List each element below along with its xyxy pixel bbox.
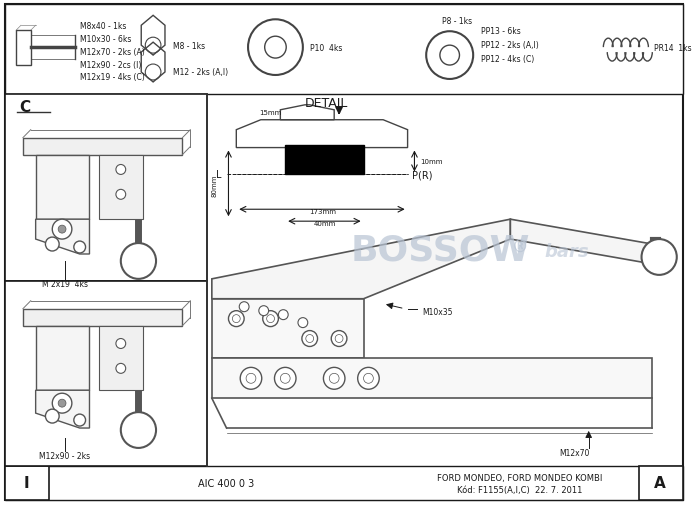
Text: M 2x19  4ks: M 2x19 4ks [42, 280, 88, 289]
Circle shape [146, 38, 161, 54]
Text: 15mm: 15mm [260, 110, 282, 116]
Text: 10mm: 10mm [420, 159, 443, 165]
Polygon shape [212, 299, 363, 359]
Polygon shape [23, 138, 183, 155]
Bar [638, 466, 682, 499]
Text: PR14  1ks: PR14 1ks [654, 43, 692, 53]
Text: M8 - 1ks: M8 - 1ks [173, 41, 205, 51]
Circle shape [331, 331, 347, 347]
Text: I: I [24, 475, 29, 490]
Text: PP12 - 2ks (A,I): PP12 - 2ks (A,I) [481, 40, 539, 49]
Circle shape [279, 310, 288, 320]
Polygon shape [36, 326, 90, 390]
Circle shape [74, 414, 85, 426]
Text: Kód: F1155(A,I,C)  22. 7. 2011: Kód: F1155(A,I,C) 22. 7. 2011 [458, 485, 583, 494]
Text: M12x90 - 2cs (I): M12x90 - 2cs (I) [80, 61, 141, 69]
Polygon shape [36, 390, 90, 428]
Text: M12x90 - 2ks: M12x90 - 2ks [39, 451, 90, 461]
Circle shape [46, 410, 59, 423]
Text: P8 - 1ks: P8 - 1ks [442, 17, 472, 26]
Circle shape [302, 331, 318, 347]
Text: 173mm: 173mm [309, 209, 336, 215]
Text: C: C [19, 100, 30, 115]
Polygon shape [36, 155, 90, 220]
Circle shape [121, 412, 156, 448]
Circle shape [281, 374, 290, 383]
Text: M12x70: M12x70 [559, 448, 589, 458]
Text: M12 - 2ks (A,I): M12 - 2ks (A,I) [173, 68, 228, 77]
Circle shape [265, 37, 286, 59]
Circle shape [121, 243, 156, 279]
Circle shape [116, 190, 126, 200]
Text: bars: bars [545, 242, 589, 261]
Circle shape [298, 318, 308, 328]
Text: M12x19 - 4ks (C): M12x19 - 4ks (C) [80, 73, 144, 82]
Polygon shape [212, 359, 652, 398]
Circle shape [116, 364, 126, 374]
Circle shape [240, 368, 262, 389]
Text: 80mm: 80mm [212, 174, 218, 196]
Polygon shape [23, 309, 183, 326]
Text: M10x30 - 6ks: M10x30 - 6ks [80, 35, 131, 43]
Bar [6, 281, 207, 466]
Circle shape [259, 306, 269, 316]
Text: M8x40 - 1ks: M8x40 - 1ks [80, 22, 126, 31]
Circle shape [146, 65, 161, 81]
Bar [6, 6, 682, 94]
Circle shape [228, 311, 244, 327]
Circle shape [306, 335, 314, 343]
Bar [6, 466, 50, 499]
Text: M12x70 - 2ks (A): M12x70 - 2ks (A) [80, 47, 144, 57]
Text: BOSSOW: BOSSOW [350, 233, 530, 267]
Polygon shape [510, 220, 652, 265]
Circle shape [116, 339, 126, 349]
Text: P10  4ks: P10 4ks [309, 43, 342, 53]
Bar [6, 94, 207, 281]
Circle shape [246, 374, 256, 383]
Circle shape [74, 241, 85, 254]
Polygon shape [99, 155, 144, 220]
Circle shape [116, 165, 126, 175]
Circle shape [232, 315, 240, 323]
Circle shape [335, 335, 343, 343]
Circle shape [440, 46, 459, 66]
Circle shape [274, 368, 296, 389]
Text: DETAIL: DETAIL [304, 97, 348, 110]
Circle shape [262, 311, 279, 327]
Circle shape [239, 302, 249, 312]
Polygon shape [99, 326, 144, 390]
Text: 40mm: 40mm [313, 221, 335, 227]
Circle shape [426, 32, 473, 80]
Bar [6, 466, 682, 499]
Text: AIC 400 0 3: AIC 400 0 3 [198, 478, 255, 488]
Text: M10x35: M10x35 [422, 308, 453, 317]
Circle shape [323, 368, 345, 389]
Circle shape [641, 239, 677, 275]
Polygon shape [212, 220, 510, 299]
Text: L: L [216, 170, 221, 180]
Circle shape [52, 393, 72, 413]
Circle shape [358, 368, 379, 389]
Text: PP12 - 4ks (C): PP12 - 4ks (C) [481, 55, 534, 64]
Circle shape [248, 20, 303, 76]
Text: PP13 - 6ks: PP13 - 6ks [481, 27, 521, 36]
Text: P(R): P(R) [412, 170, 433, 180]
Circle shape [329, 374, 339, 383]
Text: A: A [654, 475, 666, 490]
Circle shape [46, 238, 59, 251]
Bar [285, 145, 363, 175]
Circle shape [58, 399, 66, 408]
Circle shape [52, 220, 72, 239]
Circle shape [58, 226, 66, 234]
Circle shape [363, 374, 373, 383]
Polygon shape [36, 220, 90, 255]
Circle shape [267, 315, 274, 323]
Text: FORD MONDEO, FORD MONDEO KOMBI: FORD MONDEO, FORD MONDEO KOMBI [438, 473, 603, 482]
Text: ®: ® [512, 238, 528, 257]
